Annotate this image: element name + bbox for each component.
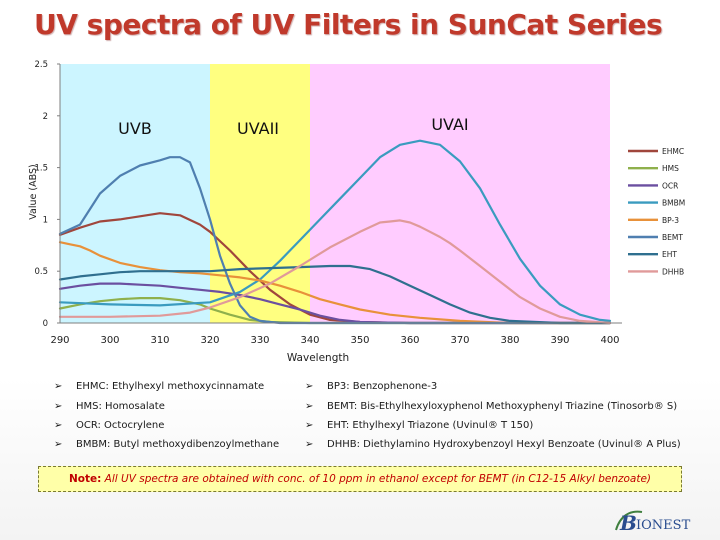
y-tick-label: 0.5	[34, 267, 48, 277]
x-tick-label: 290	[50, 335, 69, 346]
note-label: Note:	[68, 473, 102, 485]
arrow-bullet-icon: ➢	[54, 439, 63, 450]
series-line-ehmc	[58, 212, 612, 325]
bionest-logo: B IONEST	[615, 510, 691, 535]
series-line-bp-3	[58, 241, 612, 325]
logo-wordmark: IONEST	[636, 518, 691, 533]
x-tick-label: 380	[500, 335, 519, 346]
definition-text: EHMC: Ethylhexyl methoxycinnamate	[76, 381, 265, 392]
x-tick-label: 370	[450, 335, 469, 346]
region-label: UVB	[118, 119, 152, 138]
x-tick-label: 350	[350, 335, 369, 346]
series-line-ocr	[58, 282, 612, 325]
note-text: All UV spectra are obtained with conc. o…	[104, 473, 652, 485]
x-tick-label: 400	[600, 335, 619, 346]
arrow-bullet-icon: ➢	[305, 381, 314, 392]
y-tick-label: 0	[43, 319, 48, 329]
definition-text: HMS: Homosalate	[76, 401, 165, 412]
definition-item: ➢ EHT: Ethylhexyl Triazone (Uvinul® T 150…	[305, 420, 533, 431]
definition-text: BP3: Benzophenone-3	[327, 381, 438, 392]
series-line-eht	[58, 264, 612, 325]
arrow-bullet-icon: ➢	[305, 401, 314, 412]
region-uvaii	[210, 64, 310, 323]
definition-text: OCR: Octocrylene	[76, 420, 165, 431]
logo-swoosh	[615, 510, 643, 531]
arrow-bullet-icon: ➢	[305, 439, 314, 450]
y-tick-label: 2	[43, 112, 48, 122]
definition-item: ➢ EHMC: Ethylhexyl methoxycinnamate	[54, 381, 264, 392]
region-label: UVAII	[237, 119, 279, 138]
arrow-bullet-icon: ➢	[54, 420, 63, 431]
arrow-bullet-icon: ➢	[54, 381, 63, 392]
x-tick-label: 390	[550, 335, 569, 346]
x-tick-label: 360	[400, 335, 419, 346]
slide-title: UV spectra of UV Filters in SunCat Serie…	[34, 8, 663, 41]
logo-initial: B	[619, 511, 637, 535]
y-tick-label: 1.5	[34, 164, 48, 174]
legend-label: BMBM	[662, 199, 685, 208]
definition-item: ➢ BMBM: Butyl methoxydibenzoylmethane	[54, 439, 279, 450]
uv-spectra-chart: UVB UVAII UVAI 0 0.5 1 1.5 2 2.5 290 300 310 320 330…	[28, 60, 685, 364]
y-axis-label: Value (ABS)	[28, 164, 39, 219]
definition-text: BEMT: Bis-Ethylhexyloxyphenol Methoxyphe…	[327, 401, 678, 412]
chart-axes	[59, 64, 622, 324]
x-tick-label: 300	[100, 335, 119, 346]
legend-label: BEMT	[662, 233, 683, 242]
y-tick-label: 2.5	[34, 60, 48, 70]
region-uvai	[310, 64, 610, 323]
series-lines	[58, 139, 612, 325]
arrow-bullet-icon: ➢	[305, 420, 314, 431]
chart-legend: EHMC HMS OCR BMBM BP-3 BEMT EHT DHHB	[628, 147, 685, 276]
x-tick-label: 330	[250, 335, 269, 346]
note-box: Note: All UV spectra are obtained with c…	[38, 466, 682, 492]
legend-label: EHT	[662, 250, 677, 259]
definition-text: BMBM: Butyl methoxydibenzoylmethane	[76, 439, 280, 450]
legend-label: OCR	[662, 181, 678, 190]
arrow-bullet-icon: ➢	[54, 401, 63, 412]
x-tick-label: 340	[300, 335, 319, 346]
definition-item: ➢ BEMT: Bis-Ethylhexyloxyphenol Methoxyph…	[305, 401, 677, 412]
y-tick-label: 1	[43, 215, 48, 225]
definition-item: ➢ DHHB: Diethylamino Hydroxybenzoyl Hexyl…	[305, 439, 681, 450]
definition-text: EHT: Ethylhexyl Triazone (Uvinul® T 150)	[327, 420, 534, 431]
legend-label: HMS	[662, 164, 679, 173]
legend-label: DHHB	[662, 267, 684, 276]
legend-label: BP-3	[662, 216, 679, 225]
series-line-dhhb	[58, 219, 612, 325]
x-axis-label: Wavelength	[287, 352, 349, 364]
series-line-bemt	[58, 156, 612, 325]
x-tick-label: 310	[150, 335, 169, 346]
definition-text: DHHB: Diethylamino Hydroxybenzoyl Hexyl …	[327, 439, 681, 450]
region-label: UVAI	[431, 115, 468, 134]
tick-labels: 0 0.5 1 1.5 2 2.5 290 300 310 320 330 340 350 360 370 3…	[34, 60, 619, 346]
legend-label: EHMC	[662, 147, 684, 156]
abbreviation-definitions: ➢ EHMC: Ethylhexyl methoxycinnamate ➢ HMS:…	[0, 370, 720, 460]
uv-region-labels: UVB UVAII UVAI	[118, 115, 468, 138]
x-tick-label: 320	[200, 335, 219, 346]
definition-item: ➢ HMS: Homosalate	[54, 401, 165, 412]
region-uvb	[60, 64, 210, 323]
definition-item: ➢ OCR: Octocrylene	[54, 420, 164, 431]
definition-item: ➢ BP3: Benzophenone-3	[305, 381, 437, 392]
